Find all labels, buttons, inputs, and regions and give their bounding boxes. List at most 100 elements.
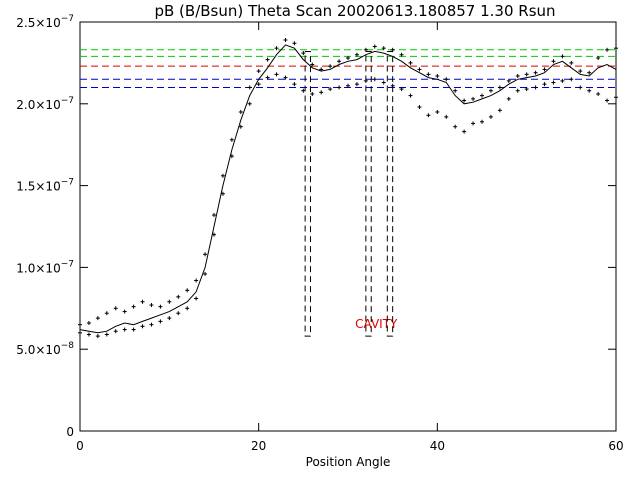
data-point — [203, 271, 208, 276]
data-point — [176, 294, 181, 299]
data-point — [131, 304, 136, 309]
data-point — [185, 306, 190, 311]
data-point — [86, 332, 91, 337]
data-point — [497, 108, 502, 113]
data-point — [113, 306, 118, 311]
data-point — [390, 47, 395, 52]
chart-title: pB (B/Bsun) Theta Scan 20020613.180857 1… — [154, 2, 555, 20]
data-point — [471, 96, 476, 101]
data-point — [614, 95, 618, 100]
data-point — [506, 78, 511, 83]
data-point — [95, 316, 100, 321]
data-point — [328, 64, 333, 69]
cavity-box — [365, 50, 372, 337]
data-point — [176, 311, 181, 316]
data-point — [488, 88, 493, 93]
data-point — [426, 113, 431, 118]
data-point — [453, 88, 458, 93]
data-point — [587, 70, 592, 75]
data-point — [417, 67, 422, 72]
data-point — [194, 278, 199, 283]
data-point — [480, 93, 484, 98]
data-point — [220, 191, 225, 196]
data-point — [301, 51, 306, 56]
data-point — [515, 88, 520, 93]
data-point — [158, 319, 163, 324]
data-point — [131, 327, 136, 332]
data-point — [435, 73, 440, 78]
data-point — [274, 72, 279, 77]
y-tick-label: 0 — [66, 425, 74, 439]
y-tick-label: 2.0×10−7 — [16, 96, 74, 112]
data-point — [515, 73, 520, 78]
data-point — [354, 82, 359, 87]
data-point — [372, 44, 377, 49]
data-point — [381, 46, 386, 51]
data-point — [292, 41, 297, 46]
data-point — [247, 85, 252, 90]
data-point — [140, 324, 145, 329]
cavity-box — [386, 50, 394, 337]
x-axis-label: Position Angle — [306, 455, 391, 469]
data-point — [435, 109, 440, 114]
data-point — [140, 299, 145, 304]
data-point — [149, 303, 154, 308]
data-point — [104, 311, 109, 316]
data-point — [167, 299, 172, 304]
data-point — [453, 124, 458, 129]
data-point — [462, 98, 467, 103]
data-point — [256, 82, 261, 87]
data-point — [417, 105, 422, 110]
x-tick-label: 20 — [251, 439, 266, 453]
data-point — [533, 85, 538, 90]
data-point — [578, 69, 583, 74]
data-point — [310, 91, 315, 96]
data-point — [578, 85, 583, 90]
data-point — [167, 316, 172, 321]
data-point — [238, 124, 243, 129]
data-point — [354, 52, 359, 57]
data-point — [185, 288, 190, 293]
data-point — [113, 329, 118, 334]
plot-frame — [79, 21, 617, 432]
data-point — [265, 57, 270, 62]
data-point — [462, 129, 467, 134]
data-point — [497, 85, 502, 90]
data-point — [319, 67, 324, 72]
cavity-box — [304, 50, 311, 337]
y-tick-label: 1.0×10−7 — [16, 259, 74, 275]
data-point — [506, 96, 511, 101]
data-point — [605, 47, 610, 52]
data-point — [310, 62, 315, 67]
data-point — [605, 98, 610, 103]
data-point — [283, 75, 288, 80]
data-point — [471, 121, 476, 126]
cavity-annotation: CAVITY — [355, 317, 398, 331]
data-point — [390, 83, 395, 88]
data-point — [372, 77, 377, 82]
data-point — [426, 72, 431, 77]
data-point — [542, 67, 547, 72]
y-tick-label: 5.0×10−8 — [16, 341, 74, 357]
data-point — [488, 114, 493, 119]
y-tick-label: 2.5×10−7 — [16, 14, 74, 30]
data-point — [265, 75, 270, 80]
data-point — [596, 91, 601, 96]
data-point — [381, 80, 386, 85]
data-point — [560, 54, 565, 59]
data-point — [363, 78, 368, 83]
data-point — [78, 322, 82, 327]
data-point — [346, 55, 350, 60]
data-point — [569, 77, 574, 82]
data-point — [551, 80, 556, 85]
data-point — [220, 173, 225, 178]
data-point — [292, 82, 297, 87]
data-point — [337, 85, 342, 90]
data-point — [256, 69, 261, 74]
data-point — [587, 88, 592, 93]
data-point — [328, 87, 333, 92]
data-point — [212, 232, 216, 237]
data-point — [560, 78, 565, 83]
data-point — [444, 77, 449, 82]
